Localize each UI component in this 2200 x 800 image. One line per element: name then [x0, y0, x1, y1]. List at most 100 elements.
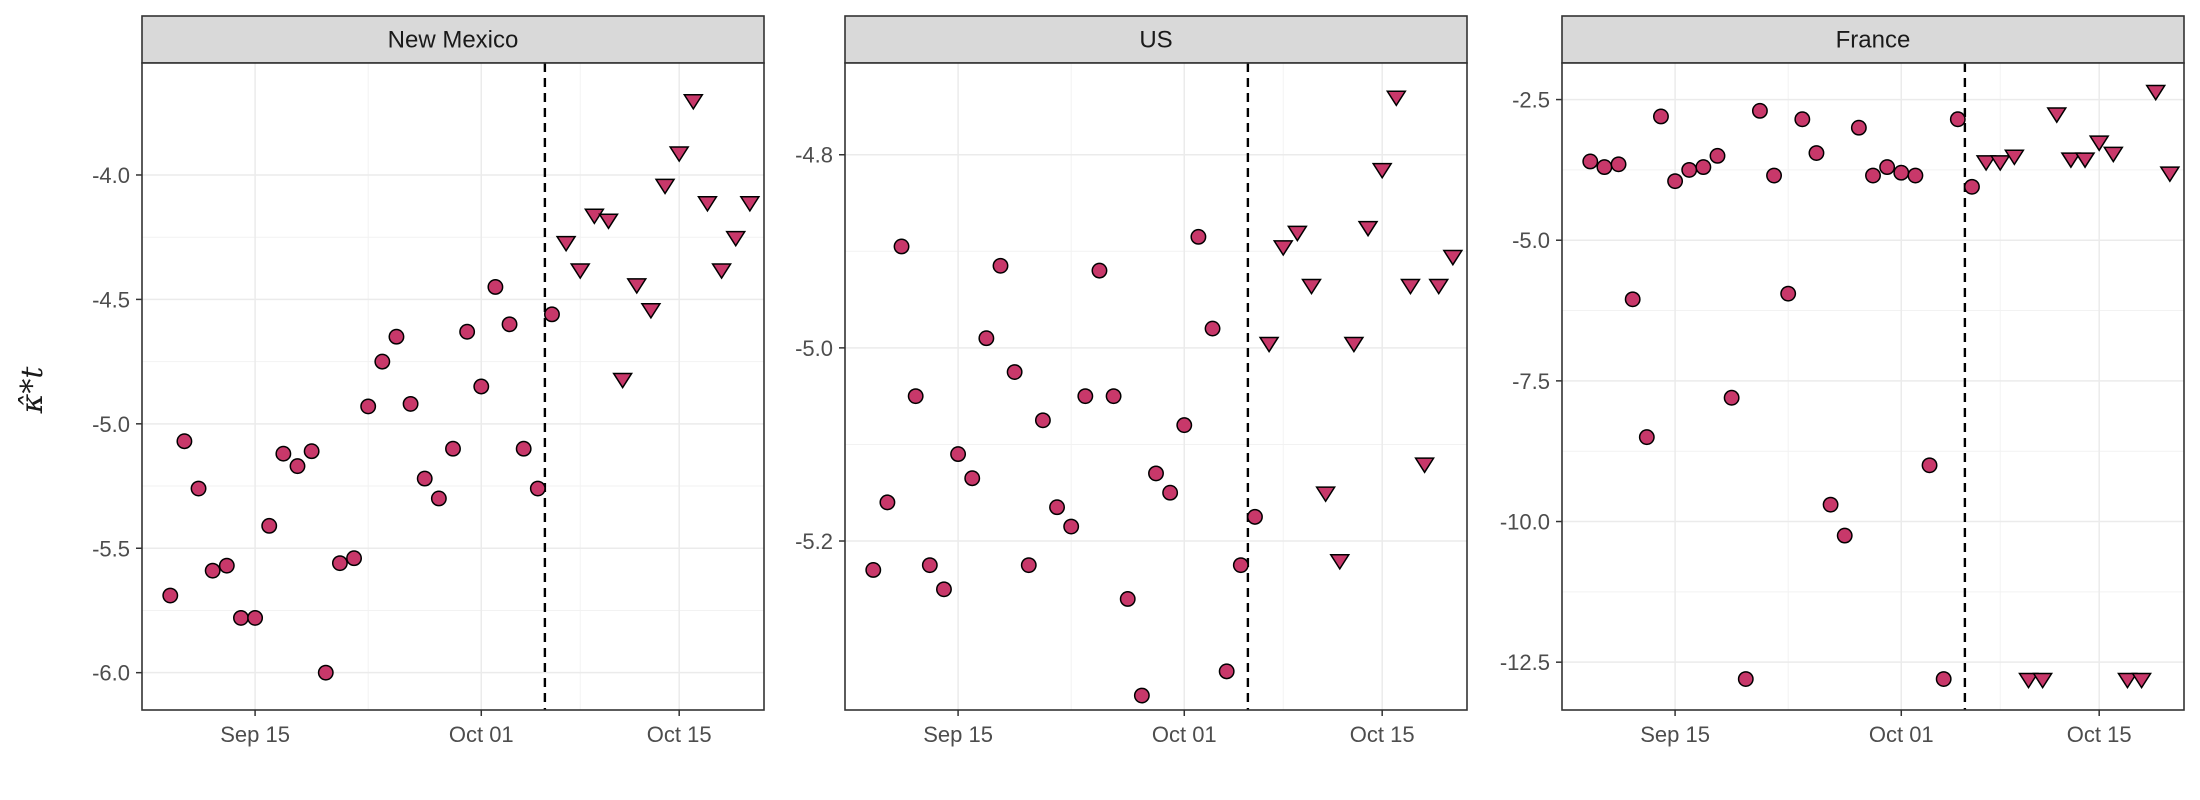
y-tick-label: -5.0	[795, 336, 833, 361]
data-point-triangle	[1286, 225, 1308, 242]
data-point-circle	[1723, 389, 1740, 406]
data-point-circle	[190, 480, 207, 497]
data-point-circle	[303, 443, 320, 460]
y-tick-label: -4.8	[795, 143, 833, 168]
panel-strip	[844, 15, 1468, 64]
data-point-circle	[1204, 320, 1221, 337]
data-point-triangle	[1414, 457, 1435, 474]
data-point-triangle	[2018, 672, 2039, 690]
data-point-triangle	[2003, 149, 2025, 166]
panel-us: US -5.2 -5.0 -4.8 Sep 15 Oct 01 Oct 15	[795, 15, 1468, 747]
data-point-triangle	[1258, 336, 1280, 353]
data-point-circle	[1133, 687, 1150, 704]
y-tick-label: -4.5	[92, 287, 130, 312]
data-point-circle	[1653, 108, 1669, 125]
data-point-circle	[1794, 111, 1811, 128]
data-point-circle	[1667, 173, 1684, 190]
x-tick-label: Oct 15	[2067, 722, 2132, 747]
data-point-circle	[317, 664, 334, 681]
plot-background	[845, 63, 1467, 710]
panel-border	[1561, 62, 2185, 711]
panel-border	[844, 62, 1468, 711]
data-point-triangle	[697, 196, 718, 213]
panel-border	[141, 62, 765, 711]
data-point-circle	[515, 440, 532, 457]
data-point-circle	[501, 316, 518, 333]
data-point-triangle	[1343, 336, 1365, 353]
data-point-triangle	[1400, 278, 1421, 296]
data-point-circle	[1907, 167, 1924, 184]
data-point-circle	[1865, 167, 1881, 184]
data-point-triangle	[612, 372, 634, 389]
data-point-circle	[879, 494, 896, 511]
data-point-triangle	[2131, 672, 2152, 690]
data-point-circle	[1709, 147, 1726, 164]
data-point-circle	[473, 378, 490, 395]
data-point-triangle	[2159, 166, 2181, 183]
data-point-circle	[1218, 663, 1235, 680]
data-point-circle	[1190, 228, 1207, 245]
data-point-triangle	[1301, 278, 1322, 296]
data-point-circle	[176, 433, 193, 450]
panel-title: France	[1836, 27, 1911, 54]
data-point-circle	[162, 587, 179, 604]
data-point-circle	[978, 330, 995, 347]
data-point-circle	[1091, 262, 1108, 279]
data-point-circle	[1232, 557, 1249, 574]
data-point-circle	[430, 490, 447, 507]
data-point-circle	[233, 609, 249, 626]
data-point-circle	[402, 395, 419, 412]
data-point-circle	[1964, 178, 1980, 195]
data-point-circle	[1766, 167, 1782, 184]
data-point-circle	[1893, 164, 1910, 181]
data-point-circle	[1148, 465, 1164, 482]
data-point-triangle	[1385, 90, 1407, 107]
data-point-circle	[964, 470, 981, 487]
data-point-triangle	[2074, 152, 2096, 169]
data-point-circle	[1850, 119, 1867, 136]
data-point-triangle	[2046, 107, 2068, 124]
data-point-circle	[1921, 457, 1938, 474]
data-point-triangle	[626, 278, 648, 295]
data-point-triangle	[1442, 249, 1464, 267]
y-tick-label: -5.0	[92, 412, 130, 437]
data-point-triangle	[682, 93, 704, 111]
data-point-circle	[1176, 417, 1193, 434]
data-point-triangle	[2088, 135, 2110, 152]
data-point-triangle	[640, 303, 662, 320]
data-point-circle	[1836, 527, 1853, 544]
data-point-circle	[936, 581, 952, 598]
y-tick-label: -7.5	[1512, 369, 1550, 394]
plot-background	[142, 63, 764, 710]
data-point-triangle	[2102, 146, 2124, 163]
data-point-circle	[1695, 159, 1712, 176]
y-axis-label: κ̂*t	[15, 366, 50, 415]
data-point-triangle	[1989, 155, 2011, 172]
data-point-circle	[921, 557, 938, 574]
panel-new-mexico: New Mexico -6.0 -5.5 -5.0 -4.5 -4.0 Sep 15 Oct …	[92, 15, 765, 747]
data-point-circle	[1063, 518, 1080, 535]
data-point-circle	[1077, 388, 1094, 405]
x-tick-label: Oct 01	[1869, 722, 1934, 747]
data-point-triangle	[1357, 220, 1379, 238]
data-point-circle	[487, 279, 504, 295]
data-point-circle	[1247, 508, 1263, 525]
x-tick-label: Oct 01	[449, 722, 514, 747]
data-point-triangle	[1329, 553, 1351, 571]
data-point-circle	[346, 550, 362, 567]
data-point-triangle	[1975, 155, 1997, 172]
data-point-triangle	[555, 235, 577, 253]
data-point-circle	[1610, 156, 1627, 173]
data-point-triangle	[1428, 278, 1450, 296]
data-point-circle	[1737, 671, 1754, 688]
y-tick-label: -5.2	[795, 529, 833, 554]
data-point-circle	[331, 555, 348, 572]
data-point-triangle	[1315, 486, 1337, 503]
data-point-circle	[1879, 159, 1896, 176]
data-point-circle	[544, 306, 560, 323]
data-point-circle	[204, 562, 221, 579]
data-point-triangle	[2117, 672, 2138, 690]
panel-title: New Mexico	[388, 27, 519, 54]
y-tick-label: -12.5	[1500, 650, 1550, 675]
